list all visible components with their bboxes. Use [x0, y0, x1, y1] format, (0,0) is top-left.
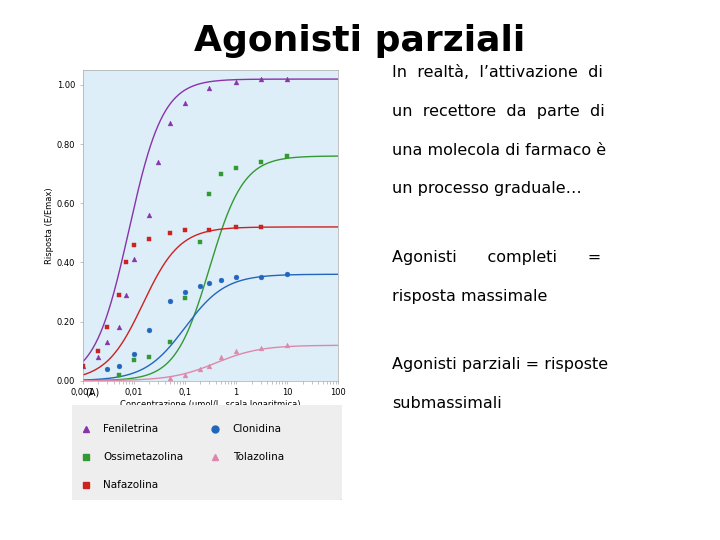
- Text: submassimali: submassimali: [392, 396, 502, 411]
- Y-axis label: Risposta (E/Emax): Risposta (E/Emax): [45, 187, 54, 264]
- Text: In  realtà,  l’attivazione  di: In realtà, l’attivazione di: [392, 65, 603, 80]
- Text: un  recettore  da  parte  di: un recettore da parte di: [392, 104, 605, 119]
- X-axis label: Concentrazione (μmol/L, scala logaritmica): Concentrazione (μmol/L, scala logaritmic…: [120, 400, 301, 409]
- Text: Tolazolina: Tolazolina: [233, 452, 284, 462]
- Text: una molecola di farmaco è: una molecola di farmaco è: [392, 143, 606, 158]
- Text: risposta massimale: risposta massimale: [392, 289, 548, 304]
- Text: Ossimetazolina: Ossimetazolina: [103, 452, 183, 462]
- Text: Agonisti      completi      =: Agonisti completi =: [392, 250, 602, 265]
- Text: un processo graduale…: un processo graduale…: [392, 181, 582, 197]
- FancyBboxPatch shape: [66, 404, 345, 501]
- Text: Clonidina: Clonidina: [233, 423, 282, 434]
- Text: Nafazolina: Nafazolina: [103, 480, 158, 490]
- Text: Agonisti parziali = risposte: Agonisti parziali = risposte: [392, 357, 608, 373]
- Text: (A): (A): [85, 388, 99, 398]
- Text: Feniletrina: Feniletrina: [103, 423, 158, 434]
- Text: Agonisti parziali: Agonisti parziali: [194, 24, 526, 58]
